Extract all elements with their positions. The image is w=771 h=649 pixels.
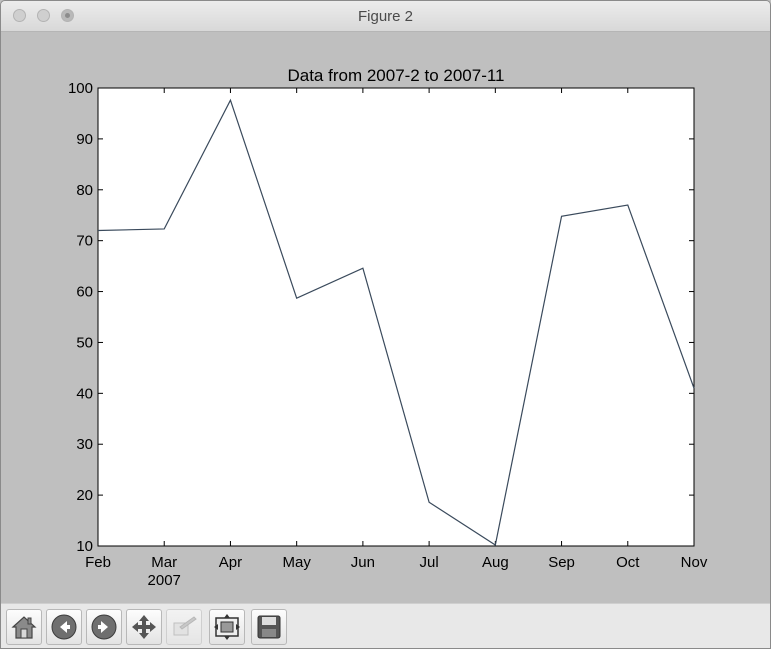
y-tick-label: 60 xyxy=(76,284,93,301)
window-title: Figure 2 xyxy=(357,8,414,25)
series-line xyxy=(97,98,695,546)
x-tick-label: Jun xyxy=(351,554,375,571)
chart-title: Data from 2007-2 to 2007-11 xyxy=(287,66,504,85)
forward-button[interactable] xyxy=(86,609,122,645)
x-tick-label: Mar xyxy=(151,554,177,571)
floppy-disk-icon xyxy=(257,615,281,639)
y-tick-label: 70 xyxy=(76,233,93,250)
arrow-left-icon xyxy=(51,614,77,640)
pan-button[interactable] xyxy=(126,609,162,645)
axis-ticks xyxy=(97,87,695,547)
zoom-button[interactable] xyxy=(166,609,202,645)
y-tick-label: 100 xyxy=(68,80,93,97)
tick-labels: 10 20 30 40 50 60 70 80 90 100 Feb Mar Apr May Jun Jul A… xyxy=(68,80,708,571)
x-tick-label: Apr xyxy=(219,554,242,571)
y-tick-label: 30 xyxy=(76,436,93,453)
x-tick-label: Oct xyxy=(616,554,640,571)
subplots-button[interactable] xyxy=(209,609,245,645)
series-points xyxy=(97,100,695,546)
x-tick-label: Sep xyxy=(548,554,575,571)
arrow-right-icon xyxy=(91,614,117,640)
zoom-rect-icon xyxy=(173,616,197,636)
home-button[interactable] xyxy=(6,609,42,645)
x-tick-label: Nov xyxy=(681,554,708,571)
y-tick-label: 50 xyxy=(76,334,93,351)
x-year-label: 2007 xyxy=(148,572,181,589)
x-tick-label: Feb xyxy=(85,554,111,571)
y-tick-label: 10 xyxy=(76,538,93,555)
title-bar: Figure 2 xyxy=(1,1,770,32)
minimize-window-button[interactable] xyxy=(37,9,50,22)
home-icon xyxy=(11,616,37,639)
line-chart: Data from 2007-2 to 2007-11 10 20 30 40 50 60… xyxy=(68,66,708,589)
x-tick-label: May xyxy=(282,554,311,571)
move-icon xyxy=(132,615,156,639)
y-tick-label: 90 xyxy=(76,131,93,148)
y-tick-label: 20 xyxy=(76,487,93,504)
plot-area xyxy=(97,87,695,547)
x-tick-label: Jul xyxy=(420,554,439,571)
y-tick-label: 80 xyxy=(76,182,93,199)
close-window-button[interactable] xyxy=(13,9,26,22)
subplots-icon xyxy=(214,614,240,640)
x-tick-label: Aug xyxy=(482,554,509,571)
navigation-toolbar xyxy=(1,603,770,648)
back-button[interactable] xyxy=(46,609,82,645)
zoom-window-button[interactable] xyxy=(61,9,74,22)
y-tick-label: 40 xyxy=(76,385,93,402)
save-button[interactable] xyxy=(251,609,287,645)
